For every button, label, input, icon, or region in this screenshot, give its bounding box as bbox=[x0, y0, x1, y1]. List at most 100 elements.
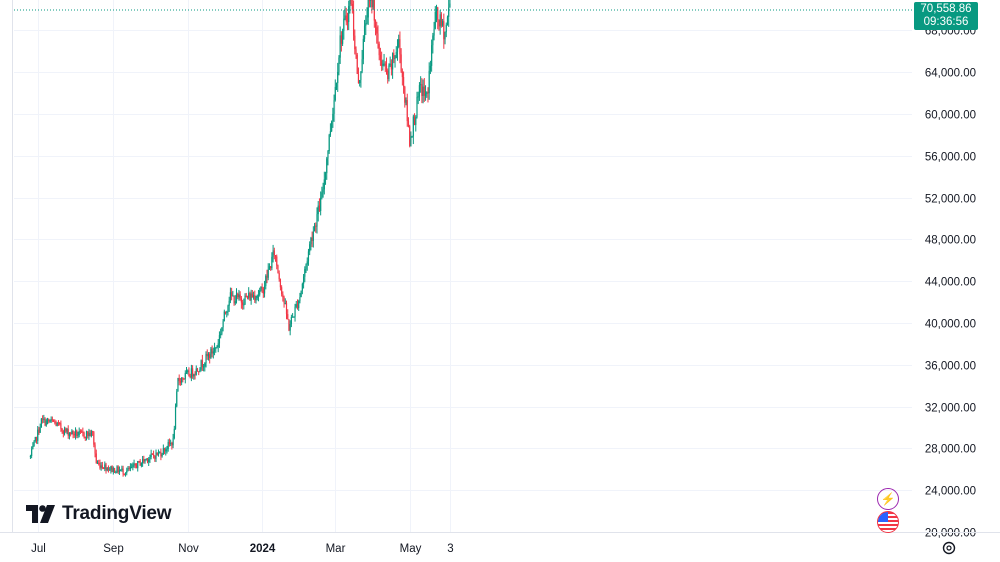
candle-body bbox=[131, 466, 133, 468]
candle-body bbox=[328, 134, 330, 152]
candle-body bbox=[398, 39, 400, 47]
candle-body bbox=[65, 428, 67, 432]
candle-body bbox=[67, 429, 69, 436]
candle-body bbox=[351, 3, 353, 10]
candle-body bbox=[343, 18, 345, 31]
candle-body bbox=[137, 461, 139, 469]
candle-body bbox=[317, 205, 319, 215]
candle-body bbox=[422, 86, 424, 96]
candle-body bbox=[448, 7, 450, 17]
x-tick-label: Nov bbox=[178, 543, 199, 555]
candle-body bbox=[424, 93, 427, 96]
candle-body bbox=[133, 463, 135, 465]
candle-body bbox=[428, 70, 430, 94]
candle-body bbox=[183, 378, 185, 380]
us-flag-icon[interactable] bbox=[877, 511, 899, 533]
candle-body bbox=[290, 317, 292, 325]
candle-body bbox=[281, 287, 283, 294]
candle-body bbox=[148, 459, 150, 462]
price-axis[interactable]: 20,000.00 24,000.00 28,000.00 32,000.00 36,0… bbox=[925, 26, 976, 540]
candle-body bbox=[127, 468, 129, 471]
candle-body bbox=[193, 374, 195, 377]
candle-body bbox=[166, 448, 168, 450]
candle-body bbox=[298, 301, 300, 308]
candle-body bbox=[405, 100, 407, 103]
candle-body bbox=[288, 319, 290, 331]
candle-body bbox=[348, 6, 350, 23]
candle-body bbox=[56, 422, 58, 426]
candle-body bbox=[445, 24, 447, 33]
candle-body bbox=[168, 442, 171, 444]
lightning-icon[interactable]: ⚡ bbox=[877, 488, 899, 510]
candle-body bbox=[415, 117, 417, 125]
candle-body bbox=[66, 429, 68, 432]
candle-body bbox=[282, 293, 284, 298]
candle-body bbox=[44, 418, 46, 426]
candle-body bbox=[217, 343, 219, 347]
candle-body bbox=[205, 353, 207, 364]
candle-body bbox=[200, 360, 202, 370]
candle-body bbox=[238, 294, 240, 298]
candle-body bbox=[438, 19, 440, 27]
candle-body bbox=[356, 54, 358, 75]
candle-body bbox=[418, 85, 421, 97]
x-tick-label: Mar bbox=[326, 543, 346, 555]
candle-body bbox=[63, 428, 66, 434]
y-tick-label: 24,000.00 bbox=[925, 486, 976, 498]
candle-body bbox=[409, 126, 411, 146]
x-tick-label: Sep bbox=[103, 543, 123, 555]
brand-name: TradingView bbox=[62, 503, 172, 524]
candle-body bbox=[272, 250, 274, 257]
candle-body bbox=[267, 269, 269, 278]
candle-body bbox=[339, 35, 341, 58]
candle-body bbox=[32, 445, 34, 450]
candle-body bbox=[329, 131, 332, 135]
candle-body bbox=[42, 418, 44, 420]
candle-body bbox=[259, 290, 261, 295]
candle-body bbox=[117, 466, 119, 473]
candle-body bbox=[211, 348, 213, 354]
candle-body bbox=[374, 20, 377, 28]
candle-body bbox=[357, 74, 360, 84]
candle-body bbox=[165, 449, 167, 452]
candle-body bbox=[83, 432, 85, 438]
candle-body bbox=[71, 430, 73, 435]
settings-icon[interactable] bbox=[942, 541, 956, 555]
candle-body bbox=[40, 418, 42, 428]
candle-body bbox=[262, 288, 264, 294]
candle-body bbox=[376, 27, 378, 34]
candle-body bbox=[102, 467, 105, 469]
candle-body bbox=[300, 290, 302, 298]
tradingview-logo[interactable]: TradingView bbox=[26, 503, 172, 525]
candle-body bbox=[307, 251, 310, 262]
candlestick-series[interactable] bbox=[29, 0, 451, 477]
candle-body bbox=[431, 45, 433, 66]
x-tick-label: Jul bbox=[31, 543, 46, 555]
candle-body bbox=[62, 431, 64, 434]
x-tick-label: 2024 bbox=[250, 543, 276, 555]
candle-body bbox=[85, 431, 88, 439]
candle-body bbox=[218, 335, 221, 344]
candle-body bbox=[163, 448, 166, 452]
candle-body bbox=[157, 452, 160, 455]
candle-body bbox=[285, 303, 288, 315]
time-axis[interactable]: Jul Sep Nov 2024 Mar May 3 bbox=[31, 543, 454, 555]
candle-body bbox=[177, 378, 179, 392]
candle-body bbox=[318, 205, 321, 211]
candle-body bbox=[263, 285, 266, 294]
y-tick-label: 20,000.00 bbox=[925, 528, 976, 540]
candle-body bbox=[338, 57, 340, 72]
candle-body bbox=[124, 473, 127, 475]
candle-body bbox=[105, 464, 107, 471]
candle-body bbox=[95, 453, 97, 464]
candle-body bbox=[122, 468, 124, 474]
candle-body bbox=[412, 116, 414, 137]
candle-body bbox=[192, 368, 194, 377]
candle-body bbox=[171, 442, 173, 446]
candle-body bbox=[233, 295, 235, 304]
candle-body bbox=[359, 80, 361, 84]
candle-body bbox=[401, 71, 403, 78]
candle-body bbox=[170, 442, 172, 444]
candle-body bbox=[355, 49, 357, 55]
candle-body bbox=[121, 468, 123, 470]
